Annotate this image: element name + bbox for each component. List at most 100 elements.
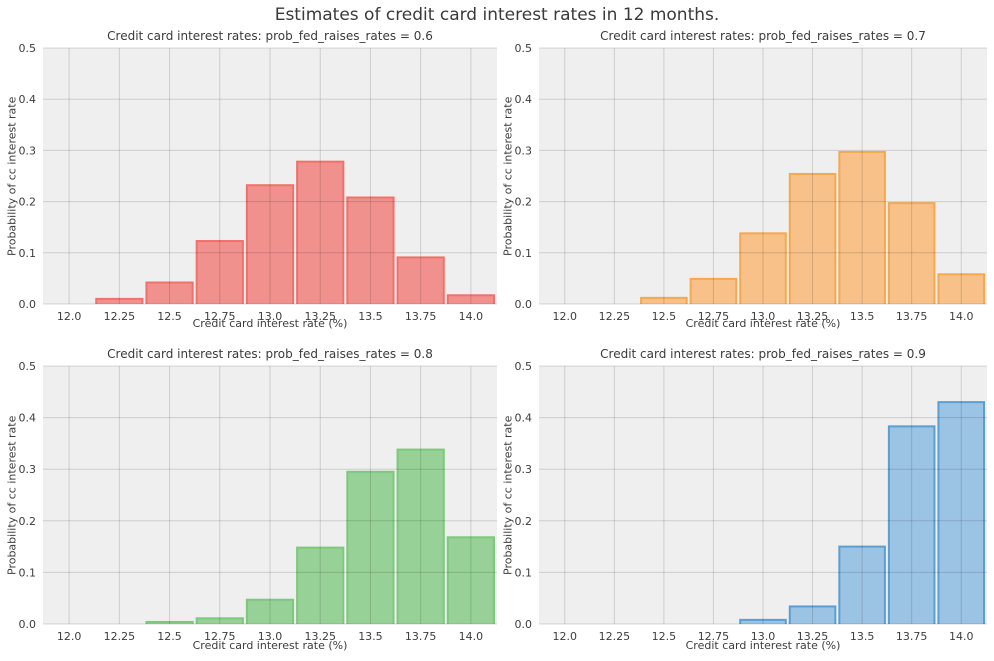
histogram-bar bbox=[145, 620, 194, 624]
x-tick-label: 14.0 bbox=[949, 310, 974, 323]
histogram-bar bbox=[887, 202, 936, 304]
histogram-bar bbox=[346, 470, 395, 624]
y-axis-label: Probability of cc interest rate bbox=[501, 96, 515, 256]
x-tick-label: 12.75 bbox=[204, 310, 236, 323]
y-tick-label: 0.2 bbox=[515, 515, 533, 528]
y-tick-label: 0.1 bbox=[19, 247, 37, 260]
x-axis-label: Credit card interest rate (%) bbox=[685, 639, 841, 652]
y-tick-label: 0.3 bbox=[515, 463, 533, 476]
histogram-plot-0-7: 12.0 12.25 12.5 12.75 13.0 13.25 13.5 13.75 14.0… bbox=[515, 42, 987, 323]
y-tick-label: 0.3 bbox=[515, 144, 533, 157]
y-tick-label: 0.4 bbox=[515, 93, 533, 106]
y-tick-label: 0.5 bbox=[19, 42, 37, 55]
histogram-bar bbox=[195, 617, 244, 624]
subplot-title: Credit card interest rates: prob_fed_rai… bbox=[600, 347, 926, 361]
y-tick-label: 0.5 bbox=[515, 360, 533, 373]
histogram-bar bbox=[446, 536, 495, 624]
y-tick-label: 0.0 bbox=[515, 618, 533, 631]
histogram-plot-0-6: 12.0 12.25 12.5 12.75 13.0 13.25 13.5 13.75 14.0… bbox=[19, 42, 497, 323]
y-tick-label: 0.1 bbox=[515, 247, 533, 260]
histogram-bar bbox=[396, 256, 445, 304]
x-tick-label: 13.0 bbox=[258, 310, 283, 323]
y-tick-label: 0.0 bbox=[515, 298, 533, 311]
subplot-title: Credit card interest rates: prob_fed_rai… bbox=[107, 29, 433, 43]
x-tick-label: 12.5 bbox=[157, 310, 182, 323]
x-tick-label: 14.0 bbox=[949, 630, 974, 643]
y-tick-label: 0.1 bbox=[515, 566, 533, 579]
histogram-bar bbox=[739, 618, 787, 624]
histogram-bar bbox=[195, 240, 244, 304]
histogram-bar bbox=[739, 232, 787, 304]
histogram-bar bbox=[296, 546, 345, 624]
x-axis-label: Credit card interest rate (%) bbox=[192, 639, 348, 652]
histogram-bar bbox=[937, 401, 986, 624]
x-tick-label: 13.75 bbox=[896, 630, 928, 643]
y-axis-label: Probability of cc interest rate bbox=[5, 415, 19, 575]
histogram-bar bbox=[145, 281, 194, 304]
x-tick-label: 13.5 bbox=[850, 630, 875, 643]
x-tick-label: 13.75 bbox=[896, 310, 928, 323]
histogram-bar bbox=[296, 160, 345, 304]
x-tick-label: 13.5 bbox=[358, 310, 383, 323]
x-tick-label: 13.25 bbox=[797, 310, 829, 323]
histogram-bar bbox=[788, 172, 837, 304]
subplot-prob-0-6: 12.0 12.25 12.5 12.75 13.0 13.25 13.5 13.75 14.0… bbox=[0, 26, 507, 344]
y-axis-label: Probability of cc interest rate bbox=[5, 96, 19, 256]
histogram-bar bbox=[245, 184, 295, 304]
x-tick-label: 13.75 bbox=[405, 310, 437, 323]
x-tick-label: 13.25 bbox=[304, 630, 336, 643]
subplot-prob-0-9: 12.0 12.25 12.5 12.75 13.0 13.25 13.5 13.75 14.0… bbox=[496, 344, 994, 661]
histogram-bar bbox=[95, 297, 144, 304]
x-tick-label: 12.5 bbox=[652, 630, 677, 643]
subplot-prob-0-7: 12.0 12.25 12.5 12.75 13.0 13.25 13.5 13.75 14.0… bbox=[496, 26, 994, 344]
x-tick-label: 13.25 bbox=[797, 630, 829, 643]
x-tick-label: 13.0 bbox=[258, 630, 283, 643]
y-tick-label: 0.4 bbox=[19, 412, 37, 425]
histogram-bar bbox=[887, 425, 936, 624]
histogram-bar bbox=[396, 448, 445, 624]
histogram-bar bbox=[838, 150, 886, 304]
x-axis-label: Credit card interest rate (%) bbox=[192, 317, 348, 330]
histogram-bar bbox=[689, 277, 738, 304]
subplot-title: Credit card interest rates: prob_fed_rai… bbox=[107, 347, 433, 361]
histogram-bar bbox=[245, 598, 295, 624]
y-tick-label: 0.1 bbox=[19, 566, 37, 579]
x-tick-label: 12.5 bbox=[652, 310, 677, 323]
histogram-bar bbox=[346, 196, 395, 304]
histogram-plot-0-9: 12.0 12.25 12.5 12.75 13.0 13.25 13.5 13.75 14.0… bbox=[515, 360, 987, 643]
x-tick-label: 12.25 bbox=[599, 630, 631, 643]
histogram-bar bbox=[838, 545, 886, 624]
histogram-plot-0-8: 12.0 12.25 12.5 12.75 13.0 13.25 13.5 13.75 14.0… bbox=[19, 360, 497, 643]
x-tick-label: 12.0 bbox=[57, 630, 82, 643]
x-tick-label: 12.25 bbox=[104, 310, 136, 323]
y-tick-label: 0.2 bbox=[515, 196, 533, 209]
y-tick-label: 0.4 bbox=[515, 412, 533, 425]
histogram-bar bbox=[640, 296, 688, 304]
histogram-bar bbox=[788, 605, 837, 624]
x-tick-label: 12.75 bbox=[204, 630, 236, 643]
y-tick-label: 0.0 bbox=[19, 298, 37, 311]
histogram-bar bbox=[446, 294, 495, 304]
subplot-title: Credit card interest rates: prob_fed_rai… bbox=[600, 29, 926, 43]
x-tick-label: 13.5 bbox=[850, 310, 875, 323]
y-tick-label: 0.2 bbox=[19, 196, 37, 209]
x-tick-label: 13.0 bbox=[751, 630, 776, 643]
x-tick-label: 14.0 bbox=[459, 310, 484, 323]
y-tick-label: 0.5 bbox=[19, 360, 37, 373]
y-axis-label: Probability of cc interest rate bbox=[501, 415, 515, 575]
histogram-bar bbox=[937, 273, 986, 304]
y-tick-label: 0.2 bbox=[19, 515, 37, 528]
x-tick-label: 12.0 bbox=[553, 630, 578, 643]
y-tick-label: 0.0 bbox=[19, 618, 37, 631]
x-tick-label: 13.5 bbox=[358, 630, 383, 643]
y-tick-label: 0.5 bbox=[515, 42, 533, 55]
y-tick-label: 0.3 bbox=[19, 144, 37, 157]
x-tick-label: 12.0 bbox=[553, 310, 578, 323]
y-tick-label: 0.3 bbox=[19, 463, 37, 476]
x-axis-label: Credit card interest rate (%) bbox=[685, 317, 841, 330]
x-tick-label: 13.75 bbox=[405, 630, 437, 643]
x-tick-label: 12.75 bbox=[698, 310, 730, 323]
subplot-prob-0-8: 12.0 12.25 12.5 12.75 13.0 13.25 13.5 13.75 14.0… bbox=[0, 344, 507, 661]
figure-title: Estimates of credit card interest rates … bbox=[274, 5, 720, 25]
